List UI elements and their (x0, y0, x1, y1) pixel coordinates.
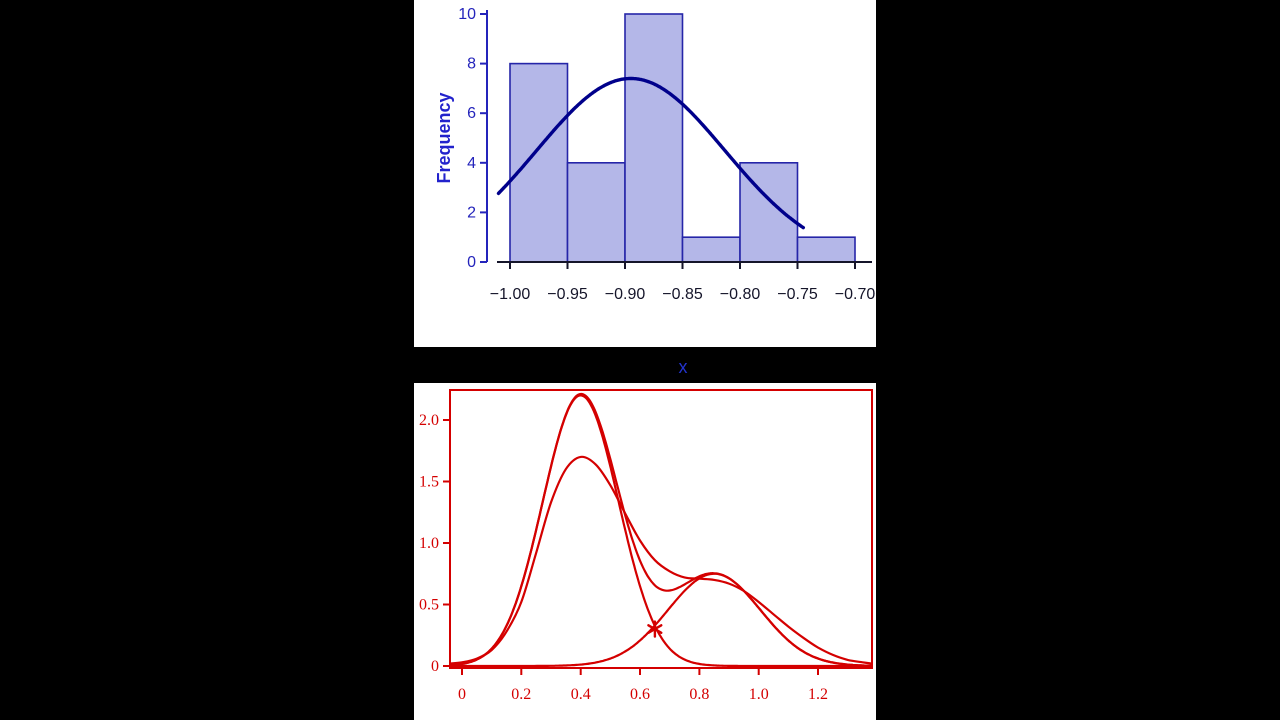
x-tick-label: −0.70 (835, 286, 876, 303)
histogram-x-axis-label: x (678, 357, 688, 377)
x-axis: −1.00 −0.95 −0.90 −0.85 −0.80 −0.75 −0.70 (490, 261, 876, 303)
y-tick-label: 2.0 (419, 412, 439, 429)
curve-kernel-density-estimate (451, 455, 871, 665)
x-tick-label: −1.00 (490, 286, 531, 303)
y-tick-label: 1.0 (419, 535, 439, 552)
normal-density-curve (496, 76, 805, 230)
histogram-panel: −1.00 −0.95 −0.90 −0.85 −0.80 −0.75 −0.70 0 2 4 6 8… (414, 0, 876, 347)
x-tick-label: 1.0 (749, 686, 769, 703)
histogram-bar (624, 13, 684, 263)
y-tick-label: 8 (467, 56, 476, 73)
histogram-bar (509, 62, 569, 263)
y-tick-label: 1.5 (419, 474, 439, 491)
y-axis: 0 0.5 1.0 1.5 2.0 (419, 412, 450, 675)
x-tick-label: 0 (458, 686, 466, 703)
y-tick-label: 6 (467, 105, 476, 122)
x-tick-label: −0.75 (777, 286, 818, 303)
mixture-panel: 0 0.2 0.4 0.6 0.8 1.0 1.2 0 0.5 1.0 1.5 2.0 (414, 383, 876, 720)
density-curves (451, 392, 871, 667)
histogram-chart-svg: −1.00 −0.95 −0.90 −0.85 −0.80 −0.75 −0.70 0 2 4 6 8… (434, 6, 876, 303)
x-tick-label: 0.4 (571, 686, 591, 703)
y-tick-label: 0.5 (419, 597, 439, 614)
plot-frame (449, 389, 873, 669)
x-tick-label: −0.85 (662, 286, 703, 303)
x-tick-label: 1.2 (808, 686, 828, 703)
histogram-bar (566, 162, 626, 263)
asterisk-marker (647, 620, 663, 638)
y-tick-label: 2 (467, 204, 476, 221)
y-tick-label: 0 (431, 658, 439, 675)
x-tick-label: −0.95 (547, 286, 588, 303)
histogram-bars (509, 13, 856, 263)
histogram-bar (796, 236, 856, 263)
histogram-bar (681, 236, 741, 263)
x-tick-label: 0.2 (511, 686, 531, 703)
x-tick-label: 0.6 (630, 686, 650, 703)
y-tick-label: 4 (467, 155, 476, 172)
mixture-chart-svg: 0 0.2 0.4 0.6 0.8 1.0 1.2 0 0.5 1.0 1.5 2.0 (419, 389, 873, 703)
y-tick-label: 10 (458, 6, 476, 23)
x-tick-label: 0.8 (689, 686, 709, 703)
y-axis-label: Frequency (434, 92, 454, 183)
y-tick-label: 0 (467, 254, 476, 271)
x-tick-label: −0.90 (605, 286, 646, 303)
curve-mixture-density-sum (451, 392, 871, 667)
x-axis: 0 0.2 0.4 0.6 0.8 1.0 1.2 (458, 668, 828, 703)
x-tick-label: −0.80 (720, 286, 761, 303)
y-axis: 0 2 4 6 8 10 (458, 6, 488, 271)
